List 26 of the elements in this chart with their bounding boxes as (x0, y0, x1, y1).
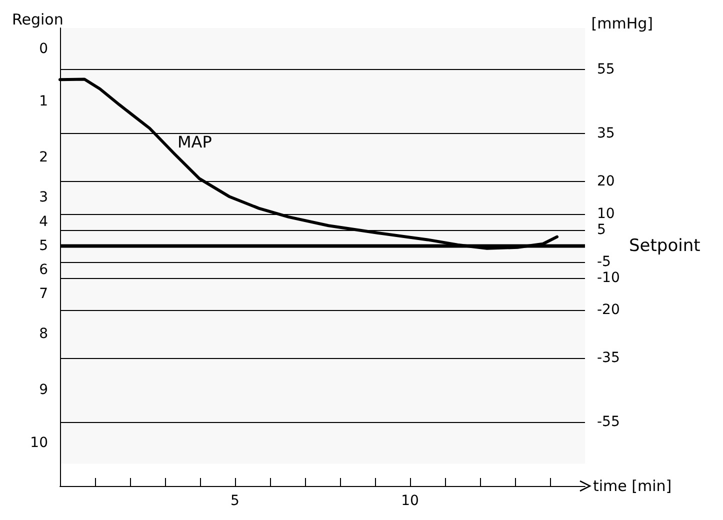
y-tick-label: -55 (597, 414, 620, 430)
y-tick-label: 20 (597, 174, 615, 190)
x-axis-title: time [min] (593, 477, 672, 495)
y-tick-label: 55 (597, 62, 615, 78)
band-label: 8 (39, 326, 48, 342)
band-label: 4 (39, 214, 48, 230)
band-label: 7 (39, 286, 48, 302)
band-label: 1 (39, 94, 48, 110)
y-tick-label: -35 (597, 350, 620, 366)
band-label: 9 (39, 382, 48, 398)
annotation: Region (12, 10, 64, 28)
band-label: 2 (39, 150, 48, 166)
band-label: 10 (30, 434, 48, 451)
y-tick-label: -5 (597, 254, 611, 270)
y-tick-label: -10 (597, 270, 620, 286)
y-tick-label: 35 (597, 126, 615, 142)
band-label: 0 (39, 40, 48, 57)
band-label: 3 (39, 190, 48, 206)
y-tick-label: 5 (597, 222, 606, 238)
series-label: MAP (177, 132, 212, 152)
y-tick-label: -20 (597, 302, 620, 318)
ref-line-label: Setpoint (629, 236, 701, 256)
band-label: 5 (39, 238, 48, 254)
y-axis-title: [mmHg] (591, 14, 654, 32)
y-tick-label: 10 (597, 206, 615, 222)
band-label: 6 (39, 262, 48, 278)
